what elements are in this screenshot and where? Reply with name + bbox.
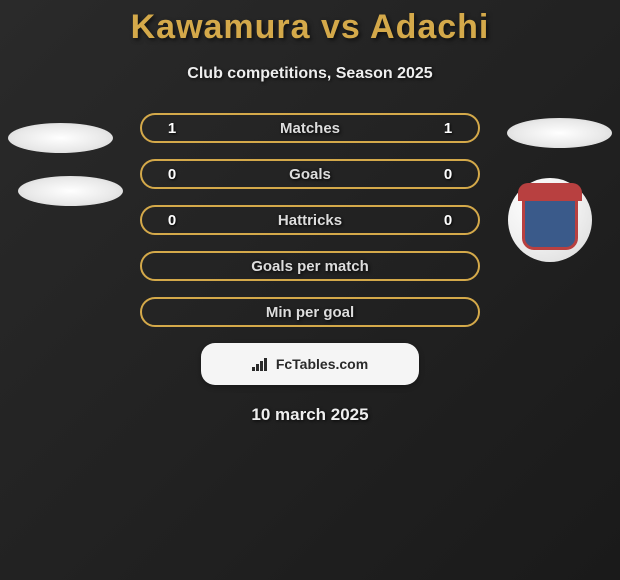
stat-left-value: 0 [162, 212, 182, 229]
stat-right-value: 0 [438, 166, 458, 183]
stat-bar: 0 Hattricks 0 [140, 205, 480, 235]
stat-left-value: 1 [162, 120, 182, 137]
player-left-badge-1 [8, 123, 113, 153]
stat-label: Matches [280, 120, 340, 137]
stat-row-mpg: Min per goal [0, 297, 620, 327]
page-title: Kawamura vs Adachi [0, 8, 620, 47]
stat-bar: Min per goal [140, 297, 480, 327]
stat-right-value: 1 [438, 120, 458, 137]
stat-bar: 1 Matches 1 [140, 113, 480, 143]
player-right-badge-1 [507, 118, 612, 148]
club-crest-icon [522, 190, 578, 250]
stat-left-value: 0 [162, 166, 182, 183]
club-badge-right [508, 178, 592, 262]
player-left-badge-2 [18, 176, 123, 206]
stat-label: Hattricks [278, 212, 342, 229]
stat-bar: Goals per match [140, 251, 480, 281]
stat-bar: 0 Goals 0 [140, 159, 480, 189]
watermark-box: FcTables.com [201, 343, 419, 385]
stat-label: Min per goal [266, 304, 354, 321]
stat-right-value: 0 [438, 212, 458, 229]
footer-date: 10 march 2025 [0, 405, 620, 425]
stat-label: Goals [289, 166, 331, 183]
watermark-label: FcTables.com [276, 356, 368, 372]
club-crest-top-icon [518, 183, 582, 201]
stat-label: Goals per match [251, 258, 369, 275]
page-subtitle: Club competitions, Season 2025 [0, 65, 620, 83]
chart-icon [252, 357, 270, 371]
